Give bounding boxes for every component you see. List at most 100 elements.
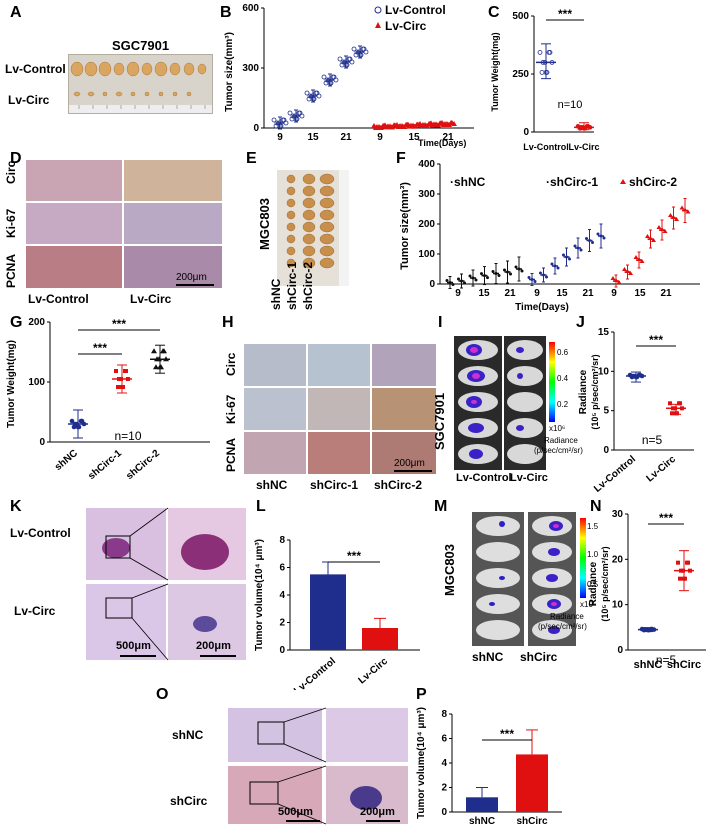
chart-p-x-tick-label: shCirc [516,816,548,827]
chart-n-point [678,576,682,581]
chart-f-point [562,253,565,257]
panel-h-col-label-1: shNC [256,478,288,492]
chart-b-point-control [358,52,364,58]
chart-b-point-control [281,117,287,123]
chart-f-legend-marker-3 [620,179,626,184]
chart-j-y-tick-label: 10 [598,366,610,377]
mouse-image-right [504,336,546,470]
chart-f-svg: 0 100 200 300 400 Tumor size(mm³) Time(Days) 9 1… [399,159,700,313]
panel-o-histology: shNC shCirc 500μm 200μm [150,686,412,828]
chart-f-point [509,272,512,276]
chart-f-point [662,229,668,233]
chart-g-point [116,385,120,389]
chart-f-y-tick-label: 200 [418,219,435,230]
panel-letter-h: H [222,314,234,331]
chart-f-point [539,271,542,275]
chart-b-point-control [304,90,310,96]
panel-a-title: SGC7901 [112,38,170,53]
chart-g-point [114,369,118,373]
chart-j-y-label-2: (10⁵ p/sec/cm²/sr) [590,354,600,429]
chart-b-point-control [297,110,303,116]
chart-g-y-tick-label: 100 [28,377,45,388]
chart-f-point [463,281,466,285]
mouse-image-m-right [528,512,576,646]
chart-l-y-tick-label: 0 [279,645,285,656]
mouse-image-right-drawing [507,340,543,464]
chart-f-point [527,276,531,279]
scale-bar-label: 200μm [176,272,207,283]
chart-f-x-tick-label: 9 [534,288,540,299]
chart-f-point [497,274,501,277]
chart-f-point [468,274,472,278]
chart-f-legend-1: ·shNC [450,175,486,189]
colorbar [549,342,555,422]
chart-f-point [602,236,606,240]
chart-b-point-control [289,116,295,122]
chart-b-point-control [306,96,312,102]
colorbar-title-2: (p/sec/cm²/sr) [534,446,583,455]
chart-b-legend-circ: Lv-Circ [385,19,427,33]
panel-e-tumor-photo: MGC803 shNC shCirc-1 shCirc-2 [245,150,395,312]
chart-j-y-tick-label: 15 [598,327,610,338]
panel-k-histology: Lv-Control Lv-Circ 500μm 200μm [0,500,250,680]
chart-l-bar [310,574,346,650]
panel-h-col-label-3: shCirc-2 [374,478,423,492]
chart-b-point-circ [446,122,452,127]
chart-n-y-label: Radiance [588,561,599,606]
chart-g-point [69,418,75,424]
panel-e-group-3: shCirc-2 [301,261,315,310]
chart-c-point [537,50,543,55]
chart-f-point [679,205,685,210]
panel-m-group-1: shNC [472,650,504,664]
panel-a-tumor-photo: SGC7901 Lv-Control Lv-Circ [0,0,215,140]
chart-j-y-label: Radiance [578,369,589,414]
chart-n-signif-label: *** [659,511,673,525]
panel-d-row-label-1: Circ [4,160,18,184]
chart-b-point-control [347,56,353,62]
colorbar-m [580,518,586,598]
chart-p-y-tick-label: 0 [441,807,447,818]
tumor-tray-drawing [69,61,212,113]
chart-f-point [480,272,483,276]
colorbar-title-1: Radiance [544,436,578,445]
chart-l-svg: 0 2 4 6 8 Tumor volume(10⁴ μm³) Lv-Control Lv-C… [254,535,420,697]
chart-c-y-tick-label: 500 [512,11,529,22]
chart-b-point-control [271,117,277,123]
chart-j-point [678,401,682,406]
chart-f-point [451,283,455,286]
chart-c-point [544,70,550,75]
chart-b-y-tick-label: 300 [242,63,259,74]
colorbar-tick-2: 0.4 [557,374,569,383]
panel-letter-m: M [434,498,448,515]
panel-i-imaging: SGC7901 0.6 0.4 0.2 x10⁶ Radiance (p/sec… [430,312,583,502]
chart-n-point [683,576,687,581]
chart-f-x-label: Time(Days) [515,302,569,313]
chart-f-point [520,269,524,273]
chart-n-y-label-2: (10⁵ p/sec/cm²/sr) [600,546,610,621]
colorbar-m-title-2: (p/sec/cm²/sr) [538,622,587,631]
chart-f-point [573,244,577,248]
chart-b-x-tick-label: 15 [408,132,420,143]
chart-g-x-tick-label: shCirc-2 [124,448,162,482]
panel-letter-a: A [10,4,22,21]
panel-d-col-label-2: Lv-Circ [130,292,172,306]
panel-letter-j: J [576,314,585,331]
chart-f-x-tick-label: 21 [660,288,672,299]
chart-n-y-tick-label: 10 [612,600,624,611]
chart-f-legend-2: ·shCirc-1 [546,175,598,189]
chart-j-point [670,411,674,416]
chart-c-svg: 0 250 500 Tumor Weight(mg) Lv-Control Lv-Circ… [490,7,600,152]
chart-b-legend-marker-control [374,6,382,14]
chart-n-annotation: n=5 [656,653,677,667]
chart-g-point [153,364,159,370]
chart-g-point [124,369,128,373]
chart-p-x-tick-label: shNC [469,816,495,827]
panel-e-group-2: shCirc-1 [285,261,299,310]
chart-f-point [645,234,650,238]
chart-f-point [486,276,489,280]
chart-b-point-control [337,56,343,62]
panel-h-row-label-1: Circ [224,352,238,376]
panel-f-chart: 0 100 200 300 400 Tumor size(mm³) Time(Days) 9 1… [392,150,709,315]
chart-n-x-tick-label: shNC [634,659,663,671]
chart-f-point [445,279,449,282]
